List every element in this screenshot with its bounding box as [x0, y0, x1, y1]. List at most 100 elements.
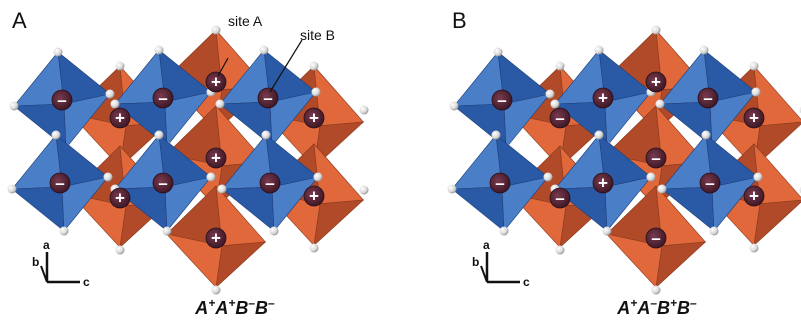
panel-letter: A: [12, 8, 27, 33]
caption-sign: +: [670, 296, 678, 310]
svg-text:+: +: [211, 73, 221, 92]
svg-text:+: +: [309, 109, 319, 128]
orange-site-sign: +: [205, 227, 227, 249]
oxygen-atom: [259, 45, 269, 55]
caption-sign: +: [228, 296, 236, 310]
oxygen-atom: [594, 130, 604, 140]
oxygen-atom: [359, 105, 369, 115]
oxygen-atom: [9, 101, 19, 111]
svg-text:–: –: [263, 89, 272, 108]
axis-c-label: c: [523, 275, 530, 289]
svg-text:+: +: [749, 187, 759, 206]
blue-octahedron: [550, 130, 656, 236]
panel-b: – + – – + – + – + – – + – Bab c: [447, 8, 801, 295]
svg-text:+: +: [309, 187, 319, 206]
oxygen-atom: [211, 25, 221, 35]
axes-indicator: ab c: [472, 238, 530, 289]
axes-indicator: ab c: [32, 238, 90, 289]
oxygen-atom: [657, 184, 667, 194]
svg-text:–: –: [651, 229, 660, 248]
blue-site-sign: –: [152, 87, 174, 109]
axis-b-label: b: [472, 255, 479, 269]
oxygen-atom: [51, 130, 61, 140]
orange-site-sign: –: [549, 107, 571, 129]
blue-octahedron: [9, 47, 115, 153]
oxygen-atom: [309, 243, 319, 253]
oxygen-atom: [545, 89, 555, 99]
oxygen-atom: [555, 61, 565, 71]
oxygen-atom: [211, 285, 221, 295]
blue-site-sign: –: [49, 172, 71, 194]
oxygen-atom: [215, 99, 225, 109]
svg-text:–: –: [555, 189, 564, 208]
blue-site-sign: +: [592, 87, 614, 109]
orange-site-sign: +: [109, 107, 131, 129]
svg-text:–: –: [555, 109, 564, 128]
oxygen-atom: [7, 184, 17, 194]
oxygen-atom: [491, 130, 501, 140]
oxygen-atom: [749, 61, 759, 71]
svg-text:+: +: [598, 174, 608, 193]
oxygen-atom: [115, 61, 125, 71]
axis-a-label: a: [483, 238, 490, 252]
oxygen-atom: [499, 226, 509, 236]
oxygen-atom: [105, 89, 115, 99]
svg-text:+: +: [749, 109, 759, 128]
orange-site-sign: +: [205, 147, 227, 169]
blue-site-sign: –: [697, 87, 719, 109]
caption-panel-b: A+A–B+B–: [537, 296, 777, 319]
panel-letter: B: [452, 8, 467, 33]
oxygen-atom: [655, 99, 665, 109]
svg-text:+: +: [211, 229, 221, 248]
oxygen-atom: [447, 184, 457, 194]
oxygen-atom: [103, 172, 113, 182]
caption-panel-a: A+A+B–B–: [115, 296, 355, 319]
axis-b-label: b: [32, 255, 39, 269]
blue-site-sign: +: [592, 172, 614, 194]
svg-text:–: –: [703, 89, 712, 108]
oxygen-atom: [449, 101, 459, 111]
caption-letter: B: [255, 298, 269, 318]
caption-letter: A: [617, 298, 631, 318]
oxygen-atom: [709, 226, 719, 236]
oxygen-atom: [651, 25, 661, 35]
oxygen-atom: [206, 172, 216, 182]
oxygen-atom: [309, 61, 319, 71]
svg-text:–: –: [158, 89, 167, 108]
svg-text:–: –: [495, 174, 504, 193]
orange-site-sign: –: [645, 147, 667, 169]
svg-text:+: +: [115, 109, 125, 128]
orange-octahedron: [165, 185, 267, 289]
caption-letter: A: [195, 298, 209, 318]
caption-sign: –: [248, 296, 256, 310]
oxygen-atom: [602, 226, 612, 236]
svg-text:–: –: [705, 174, 714, 193]
blue-octahedron: [217, 130, 323, 236]
oxygen-atom: [699, 45, 709, 55]
oxygen-atom: [651, 285, 661, 295]
svg-text:+: +: [598, 89, 608, 108]
caption-sign: +: [630, 296, 638, 310]
svg-text:+: +: [211, 149, 221, 168]
caption-letter: B: [677, 298, 691, 318]
oxygen-atom: [555, 245, 565, 255]
orange-site-sign: +: [645, 71, 667, 93]
oxygen-atom: [110, 99, 120, 109]
caption-sign: –: [650, 296, 657, 310]
orange-site-sign: –: [549, 187, 571, 209]
oxygen-atom: [493, 47, 503, 57]
blue-octahedron: [7, 130, 113, 236]
oxygen-atom: [217, 184, 227, 194]
orange-site-sign: +: [205, 71, 227, 93]
oxygen-atom: [550, 99, 560, 109]
blue-site-sign: –: [152, 172, 174, 194]
orange-site-sign: +: [303, 107, 325, 129]
orange-site-sign: –: [645, 227, 667, 249]
oxygen-atom: [115, 245, 125, 255]
oxygen-atom: [594, 45, 604, 55]
blue-site-sign: –: [51, 89, 73, 111]
oxygen-atom: [646, 172, 656, 182]
orange-site-sign: +: [743, 107, 765, 129]
oxygen-atom: [59, 226, 69, 236]
